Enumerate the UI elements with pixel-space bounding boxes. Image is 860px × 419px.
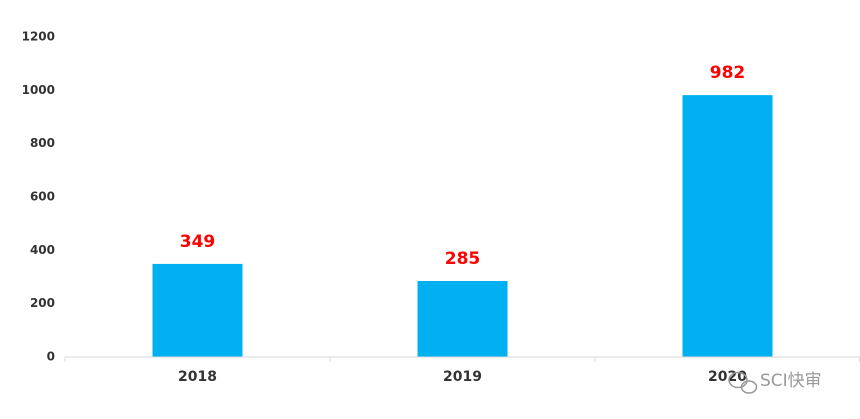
y-tick-label: 1000 — [22, 83, 55, 97]
bar — [417, 281, 508, 357]
bar — [152, 263, 243, 357]
watermark: SCI快审 — [760, 371, 822, 391]
x-tick-label: 2018 — [178, 369, 217, 385]
y-tick-label: 1200 — [22, 30, 55, 44]
y-tick-label: 200 — [30, 296, 55, 310]
y-tick-label: 800 — [30, 136, 55, 150]
watermark-icon — [728, 371, 758, 394]
bar — [682, 95, 773, 357]
x-tick-label: 2020 — [708, 369, 747, 385]
y-tick-label: 600 — [30, 190, 55, 204]
x-tick-label: 2019 — [443, 369, 482, 385]
value-label: 982 — [710, 63, 746, 83]
value-label: 349 — [180, 232, 216, 252]
value-label: 285 — [445, 249, 481, 269]
y-tick-label: 0 — [47, 350, 55, 364]
y-tick-label: 400 — [30, 243, 55, 257]
